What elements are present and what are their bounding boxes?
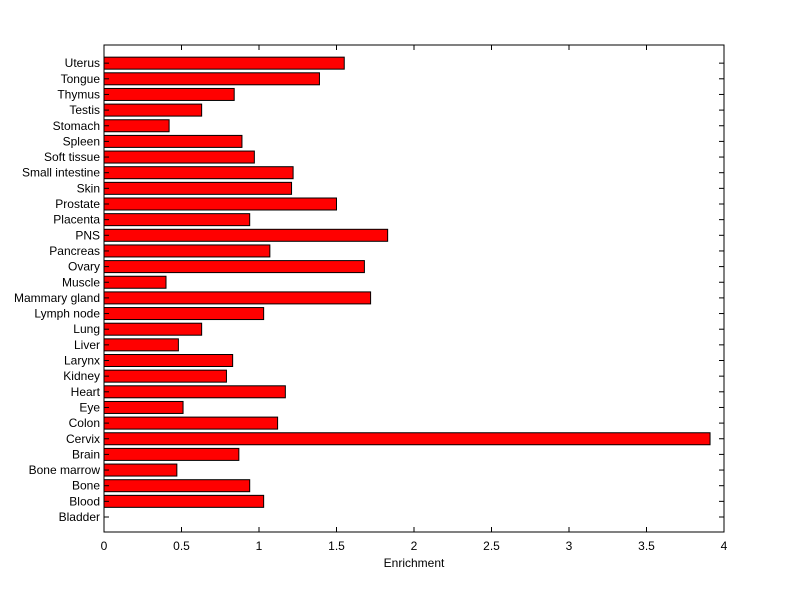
y-tick-label: Muscle <box>62 275 100 289</box>
bar-lymph-node <box>103 307 265 321</box>
bar-tongue <box>103 72 320 86</box>
y-tick-label: Placenta <box>53 213 100 227</box>
bar-larynx <box>103 354 234 367</box>
y-tick-label: Uterus <box>65 56 100 70</box>
bar-prostate <box>103 197 337 211</box>
y-tick-label: Stomach <box>53 119 100 133</box>
x-tick-label: 1 <box>256 539 263 553</box>
y-tick-label: Bone marrow <box>29 463 101 477</box>
y-tick-label: Lung <box>73 322 100 336</box>
y-tick-label: Larynx <box>64 354 100 368</box>
bar-thymus <box>103 87 235 101</box>
bar-brain <box>103 447 240 461</box>
y-tick-label: Cervix <box>66 432 100 446</box>
y-tick-label: Kidney <box>63 369 100 383</box>
y-tick-label: Eye <box>79 400 100 414</box>
x-tick-label: 2.5 <box>483 539 500 553</box>
y-tick-label: Tongue <box>61 72 101 86</box>
bar-spleen <box>103 134 243 148</box>
x-tick-label: 1.5 <box>328 539 345 553</box>
bar-pns <box>103 228 389 242</box>
y-tick-label: Ovary <box>68 260 100 274</box>
y-tick-label: Thymus <box>57 87 100 101</box>
y-tick-label: Testis <box>69 103 100 117</box>
bar-uterus <box>103 56 345 70</box>
bar-soft-tissue <box>103 150 255 164</box>
bar-testis <box>103 103 203 117</box>
bar-placenta <box>103 213 251 227</box>
y-tick-label: Liver <box>74 338 100 352</box>
y-tick-label: Colon <box>69 416 100 430</box>
y-tick-label: Brain <box>72 447 100 461</box>
x-ticks-group: 0 0.5 1 1.5 2 2.5 3 3.5 4 <box>101 45 728 553</box>
x-tick-label: 2 <box>411 539 418 553</box>
bar-eye <box>103 400 184 414</box>
bar-bone-marrow <box>103 463 178 477</box>
y-tick-label: Lymph node <box>34 307 100 321</box>
plot-frame <box>103 44 725 533</box>
x-tick-label: 3 <box>566 539 573 553</box>
y-tick-label: Pancreas <box>49 244 100 258</box>
bar-mammary-gland <box>103 291 372 305</box>
y-tick-label: PNS <box>75 228 100 242</box>
bar-liver <box>103 338 179 352</box>
x-tick-label: 3.5 <box>638 539 655 553</box>
bar-ovary <box>103 260 365 274</box>
bar-pancreas <box>103 244 271 258</box>
y-tick-label: Blood <box>69 494 100 508</box>
y-tick-label: Soft tissue <box>44 150 100 164</box>
y-tick-label: Small intestine <box>22 166 100 180</box>
bar-kidney <box>103 369 227 383</box>
bar-small-intestine <box>103 166 294 180</box>
y-tick-label: Skin <box>77 181 100 195</box>
x-tick-label: 0 <box>101 539 108 553</box>
x-axis-title: Enrichment <box>384 556 445 570</box>
y-tick-label: Mammary gland <box>14 291 100 305</box>
bar-blood <box>103 494 265 508</box>
x-tick-label: 0.5 <box>173 539 190 553</box>
bar-bone <box>103 479 251 493</box>
y-tick-label: Prostate <box>55 197 100 211</box>
x-tick-label: 4 <box>721 539 728 553</box>
y-tick-label: Heart <box>71 385 101 399</box>
bar-stomach <box>103 119 170 133</box>
bar-colon <box>103 416 279 430</box>
bar-skin <box>103 181 293 195</box>
bar-lung <box>103 322 203 336</box>
y-tick-label: Bladder <box>59 510 100 524</box>
y-tick-label: Bone <box>72 479 100 493</box>
bar-muscle <box>103 275 167 289</box>
bar-cervix <box>103 432 711 446</box>
bar-heart <box>103 385 286 399</box>
y-tick-label: Spleen <box>63 134 100 148</box>
